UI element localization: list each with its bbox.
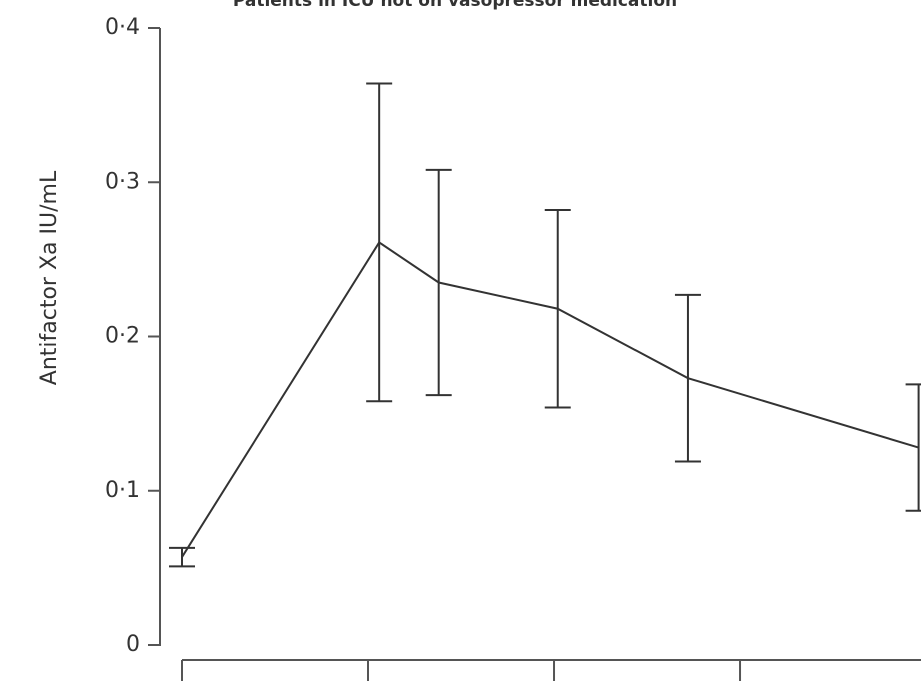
y-axis-label: Antifactor Xa IU/mL	[37, 170, 62, 385]
error-bar	[169, 546, 195, 568]
error-bar	[905, 383, 921, 512]
y-tick-label: 0·2	[105, 324, 140, 349]
data-line	[181, 241, 919, 558]
y-tick-label: 0·4	[105, 15, 140, 40]
y-tick-label: 0·1	[105, 478, 140, 503]
chart-title: Patients in ICU not on vasopressor medic…	[233, 0, 677, 11]
y-tick-label: 0·3	[105, 169, 140, 194]
y-tick-label: 0	[126, 632, 140, 657]
